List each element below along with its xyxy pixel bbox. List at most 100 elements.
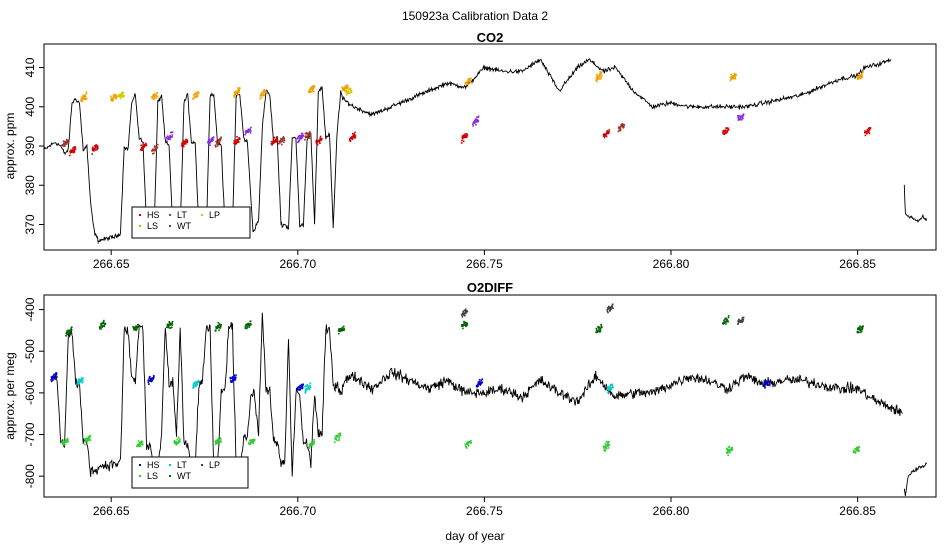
- o2diff-marker-point-wt: [466, 322, 468, 324]
- o2diff-marker-point-wt: [859, 325, 861, 327]
- o2diff-marker-point-wt: [595, 327, 598, 330]
- o2diff-y-tick-label: -700: [23, 422, 37, 446]
- o2diff-marker-point-hs: [229, 377, 232, 380]
- co2-marker-point-hs: [349, 140, 352, 142]
- o2diff-marker-point-ls: [138, 441, 141, 443]
- o2diff-marker-point-ls: [253, 438, 256, 441]
- co2-marker-point-ls: [467, 83, 469, 85]
- co2-marker-point-hs: [603, 136, 606, 139]
- o2diff-legend-swatch-wt: [169, 475, 171, 477]
- o2diff-marker-point-lt: [309, 382, 312, 385]
- o2diff-marker-point-lp: [742, 320, 744, 322]
- co2-marker-point-lt: [477, 115, 480, 118]
- o2diff-marker-point-ls: [467, 441, 469, 443]
- co2-marker-point-lt: [476, 116, 478, 118]
- co2-marker-point-hs: [321, 138, 323, 140]
- o2diff-y-tick-label: -800: [23, 464, 37, 488]
- co2-marker-point-lp: [118, 94, 120, 97]
- co2-marker-point-ls: [112, 99, 114, 101]
- co2-marker-point-ls: [260, 93, 263, 95]
- co2-marker-point-ls: [734, 75, 736, 77]
- o2diff-marker-point-hs: [52, 379, 54, 381]
- o2diff-marker-point-wt: [723, 321, 726, 323]
- o2diff-legend-swatch-lp: [201, 464, 203, 466]
- co2-marker-point-hs: [316, 144, 319, 146]
- o2diff-marker-point-wt: [600, 323, 602, 326]
- o2diff-marker-point-lt: [194, 385, 197, 388]
- co2-marker-point-hs: [73, 146, 75, 149]
- o2diff-marker-point-wt: [599, 328, 602, 331]
- co2-marker-point-ls: [469, 79, 472, 81]
- o2diff-marker-point-ls: [731, 446, 733, 449]
- o2diff-marker-point-hs: [149, 378, 152, 381]
- co2-marker-point-hs: [71, 149, 74, 151]
- o2diff-marker-point-ls: [62, 440, 64, 443]
- co2-marker-point-ls: [111, 97, 114, 99]
- co2-marker-point-lp: [350, 89, 353, 92]
- co2-marker-point-ls: [112, 93, 115, 96]
- o2diff-marker-point-wt: [598, 330, 600, 332]
- o2diff-marker-point-wt: [724, 317, 727, 320]
- o2diff-marker-point-lt: [197, 381, 200, 383]
- o2diff-marker-point-lp: [607, 305, 610, 308]
- co2-marker-point-hs: [140, 144, 142, 147]
- co2-marker-point-hs: [270, 141, 273, 143]
- co2-plot-frame: [43, 43, 937, 251]
- o2diff-marker-point-wt: [102, 325, 104, 327]
- co2-marker-point-hs: [726, 130, 728, 132]
- o2diff-marker-point-lt: [607, 386, 609, 388]
- o2diff-marker-lt: [606, 383, 614, 394]
- o2diff-marker-point-hs: [233, 379, 235, 381]
- o2diff-marker-point-wt: [68, 333, 70, 335]
- co2-marker-point-ls: [260, 96, 263, 99]
- co2-marker-point-lp: [122, 92, 125, 94]
- co2-marker-point-hs: [73, 151, 76, 153]
- co2-marker-hs: [315, 135, 323, 146]
- co2-legend-box: [131, 206, 251, 239]
- co2-marker-point-wt: [65, 143, 68, 145]
- o2diff-marker-point-hs: [767, 379, 770, 382]
- o2diff-marker-point-wt: [337, 330, 340, 332]
- o2diff-marker-point-ls: [605, 448, 608, 450]
- o2diff-marker-point-ls: [338, 437, 341, 439]
- co2-marker-point-hs: [354, 136, 356, 139]
- co2-marker-ls: [151, 91, 159, 100]
- o2diff-marker-point-wt: [338, 332, 340, 335]
- o2diff-marker-point-wt: [724, 318, 726, 321]
- o2diff-marker-point-ls: [220, 438, 222, 440]
- co2-marker-point-lt: [300, 135, 302, 138]
- co2-marker-point-hs: [92, 146, 94, 149]
- co2-marker-point-hs: [351, 138, 354, 140]
- co2-marker-point-hs: [462, 136, 464, 138]
- co2-marker-point-lt: [737, 114, 739, 117]
- co2-marker-point-ls: [83, 94, 86, 97]
- o2diff-marker-point-wt: [69, 331, 72, 334]
- o2diff-marker-point-wt: [168, 321, 171, 323]
- co2-marker-point-lt: [301, 134, 303, 137]
- o2diff-marker-point-wt: [856, 331, 859, 334]
- o2diff-marker-point-hs: [234, 379, 237, 381]
- co2-marker-point-lt: [298, 139, 301, 142]
- o2diff-marker-point-wt: [168, 323, 170, 326]
- co2-marker-point-ls: [110, 97, 113, 100]
- o2diff-marker-point-ls: [67, 439, 69, 441]
- co2-marker-point-wt: [308, 132, 310, 134]
- co2-marker-point-ls: [312, 90, 315, 93]
- o2diff-marker-point-ls: [308, 446, 311, 448]
- co2-marker-point-hs: [272, 142, 274, 145]
- co2-marker-point-hs: [142, 147, 144, 150]
- o2diff-marker-point-lp: [611, 306, 613, 308]
- co2-marker-point-wt: [65, 140, 67, 143]
- o2diff-marker-point-wt: [341, 326, 344, 329]
- o2diff-marker-point-lp: [465, 312, 467, 315]
- o2diff-marker-point-ls: [313, 443, 315, 445]
- co2-marker-point-lp: [348, 92, 350, 94]
- co2-marker-hs: [460, 132, 469, 144]
- o2diff-marker-point-ls: [858, 446, 861, 448]
- o2diff-marker-point-hs: [235, 374, 237, 376]
- o2diff-marker-point-wt: [167, 326, 170, 329]
- co2-marker-point-wt: [220, 138, 222, 140]
- o2diff-marker-point-hs: [56, 376, 58, 378]
- co2-marker-point-ls: [729, 76, 732, 79]
- o2diff-marker-point-wt: [343, 325, 345, 328]
